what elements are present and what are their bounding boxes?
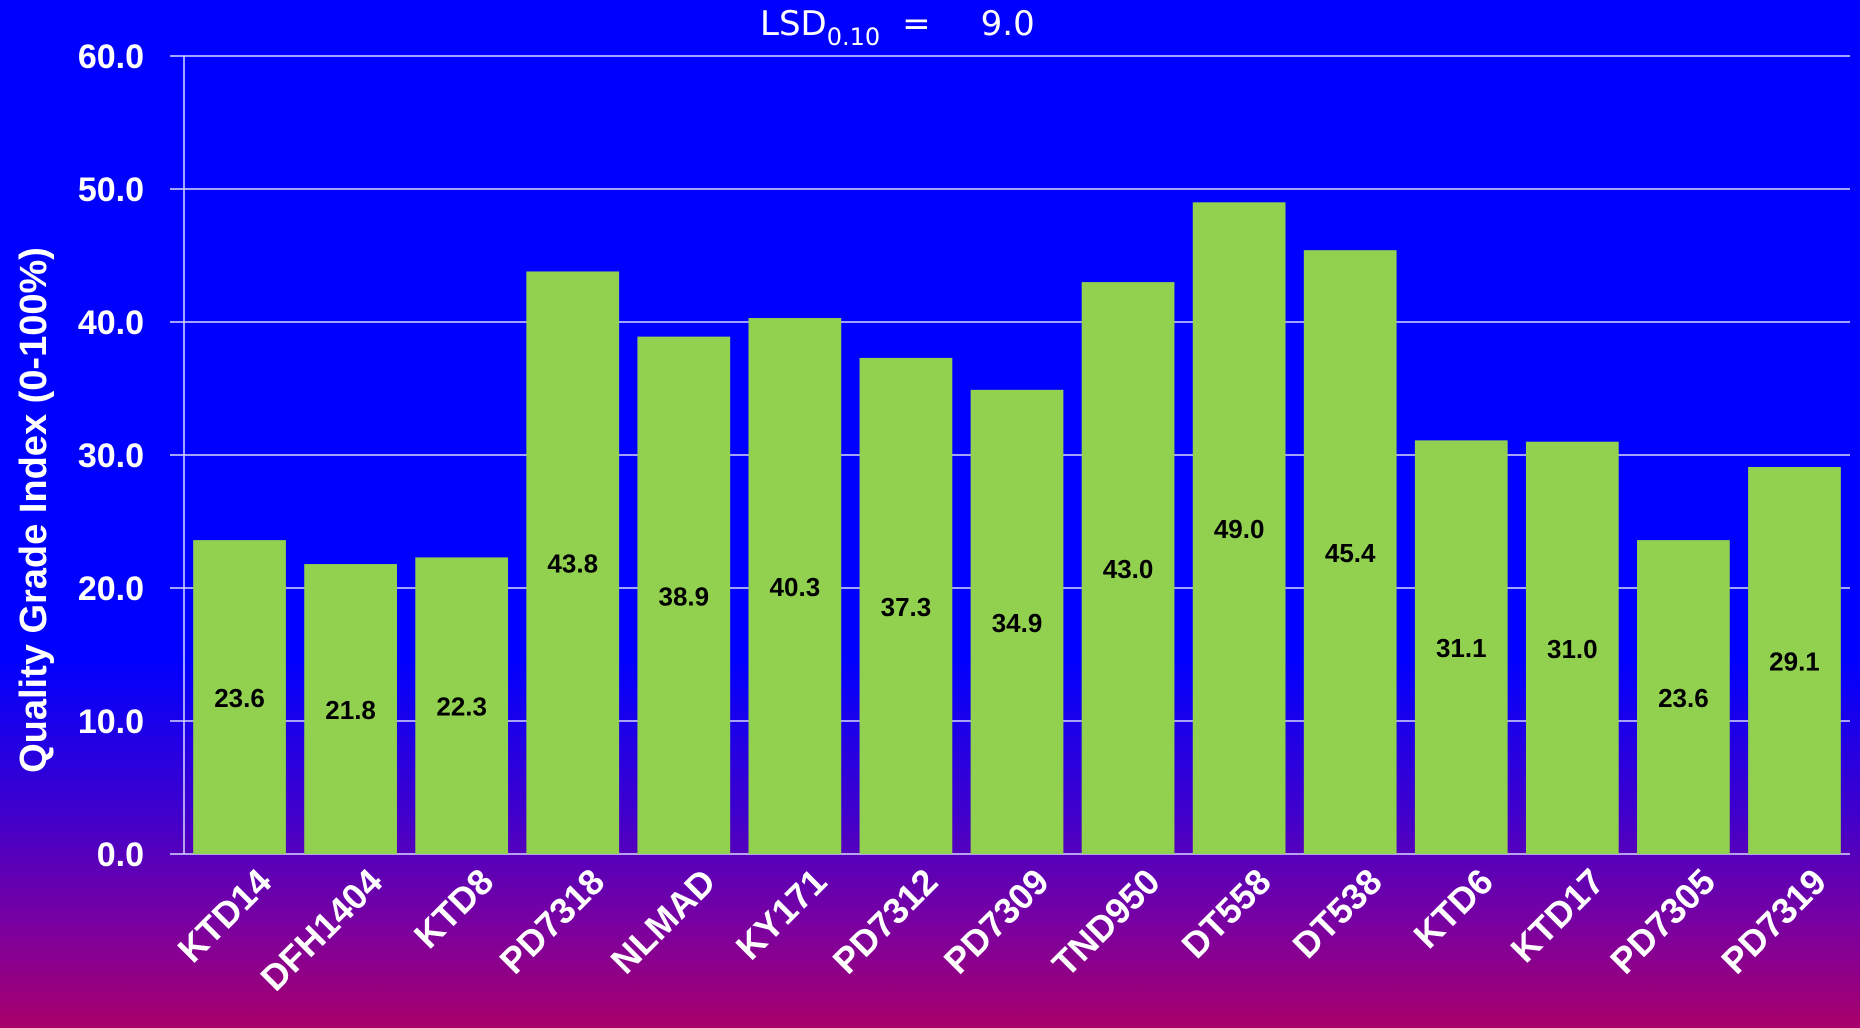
y-axis-title: Quality Grade Index (0-100%) bbox=[13, 247, 55, 773]
bar bbox=[1525, 441, 1619, 854]
data-label: 31.1 bbox=[1436, 633, 1487, 663]
bar bbox=[637, 336, 731, 854]
bar bbox=[1414, 440, 1508, 854]
x-tick-label: KY171 bbox=[728, 861, 835, 968]
bar bbox=[1637, 540, 1730, 854]
x-tick-label: KTD14 bbox=[170, 861, 280, 971]
y-tick-label: 60.0 bbox=[78, 38, 144, 76]
lsd-label: LSD bbox=[760, 4, 827, 44]
x-tick-label: PD7305 bbox=[1602, 861, 1723, 982]
data-label: 31.0 bbox=[1547, 634, 1598, 664]
x-tick-label: KTD8 bbox=[406, 861, 501, 956]
x-tick-label: TND950 bbox=[1044, 861, 1168, 985]
bar bbox=[1192, 202, 1286, 855]
bars: 23.6 21.8 22.3 43.8 38.9 40.3 37.3 34.9 43.0 49.0… bbox=[193, 202, 1841, 855]
y-tick-label: 20.0 bbox=[78, 570, 144, 608]
data-label: 23.6 bbox=[1658, 683, 1709, 713]
x-tick-label: PD7318 bbox=[491, 861, 612, 982]
data-label: 45.4 bbox=[1325, 538, 1376, 568]
data-label: 38.9 bbox=[658, 581, 709, 611]
x-tick-label: PD7312 bbox=[825, 861, 946, 982]
bar bbox=[748, 318, 842, 854]
y-tick-label: 0.0 bbox=[97, 836, 144, 874]
x-tick-label: PD7309 bbox=[936, 861, 1057, 982]
bar bbox=[1081, 282, 1175, 855]
data-label: 34.9 bbox=[992, 608, 1043, 638]
data-label: 43.0 bbox=[1103, 554, 1154, 584]
x-tick-label: NLMAD bbox=[603, 861, 724, 982]
bar bbox=[1303, 250, 1397, 854]
y-tick-labels: 0.0 10.0 20.0 30.0 40.0 50.0 60.0 bbox=[78, 38, 144, 874]
bar bbox=[526, 271, 620, 855]
x-tick-label: DT558 bbox=[1173, 861, 1278, 966]
y-tick-label: 30.0 bbox=[78, 437, 144, 475]
lsd-value: 9.0 bbox=[980, 4, 1035, 44]
x-tick-label: KTD6 bbox=[1405, 861, 1500, 956]
lsd-equals: = bbox=[902, 4, 931, 44]
bar bbox=[415, 557, 509, 854]
bar bbox=[304, 564, 397, 854]
lsd-subscript: 0.10 bbox=[826, 23, 881, 51]
bar bbox=[1748, 466, 1841, 854]
data-label: 40.3 bbox=[770, 572, 821, 602]
y-tick-label: 40.0 bbox=[78, 304, 144, 342]
data-label: 49.0 bbox=[1214, 514, 1265, 544]
bar bbox=[193, 540, 286, 854]
x-tick-label: KTD17 bbox=[1502, 861, 1612, 971]
data-label: 22.3 bbox=[436, 692, 487, 722]
bar bbox=[859, 357, 953, 854]
data-label: 23.6 bbox=[214, 683, 265, 713]
data-label: 43.8 bbox=[547, 549, 598, 579]
x-tick-label: DT538 bbox=[1284, 861, 1389, 966]
x-tick-label: DFH1404 bbox=[252, 861, 390, 999]
y-tick-label: 10.0 bbox=[78, 703, 144, 741]
data-label: 21.8 bbox=[325, 695, 376, 725]
data-label: 37.3 bbox=[881, 592, 932, 622]
x-tick-label: PD7319 bbox=[1713, 861, 1834, 982]
data-label: 29.1 bbox=[1769, 646, 1820, 676]
y-tick-label: 50.0 bbox=[78, 171, 144, 209]
lsd-annotation: LSD0.10 = 9.0 bbox=[760, 4, 1035, 51]
bar bbox=[970, 389, 1064, 854]
